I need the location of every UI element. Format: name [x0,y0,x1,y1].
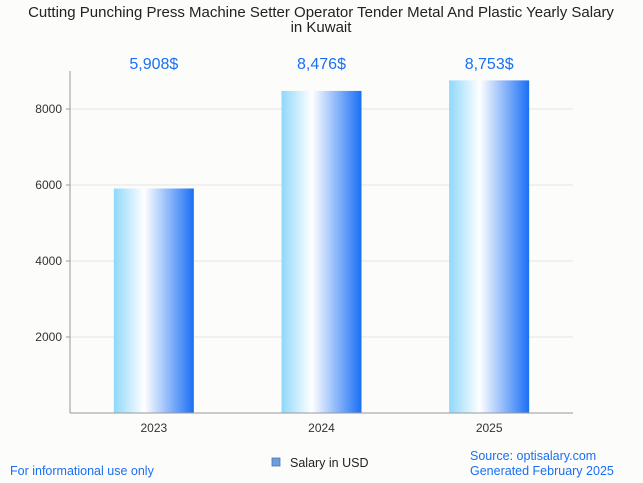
x-tick-label-2024: 2024 [308,421,335,435]
x-tick-labels: 2023 2024 2025 [140,421,502,435]
informational-note: For informational use only [10,464,155,478]
chart-title-line-1: Cutting Punching Press Machine Setter Op… [28,4,614,21]
x-tick-label-2025: 2025 [476,421,503,435]
value-label-2023: 5,908$ [129,56,178,73]
x-tick-label-2023: 2023 [140,421,167,435]
legend-swatch [271,457,281,467]
value-labels: 5,908$ 8,476$ 8,753$ [129,56,513,73]
bar-2023 [113,188,194,413]
y-tick-label-4000: 4000 [35,254,62,268]
legend: Salary in USD [271,456,369,470]
y-tick-labels: 2000 4000 6000 8000 [35,102,70,344]
bar-2024 [281,90,362,414]
axes [69,71,573,414]
y-tick-label-2000: 2000 [35,330,62,344]
chart-title-line-2: in Kuwait [291,19,353,36]
value-label-2024: 8,476$ [297,56,346,73]
y-tick-label-8000: 8000 [35,102,62,116]
source-text: Source: optisalary.com [470,449,596,463]
y-tick-label-6000: 6000 [35,178,62,192]
bar-group [113,80,530,414]
generated-date: Generated February 2025 [470,464,614,478]
legend-label: Salary in USD [290,456,369,470]
bar-2025 [449,80,530,414]
value-label-2025: 8,753$ [465,56,514,73]
